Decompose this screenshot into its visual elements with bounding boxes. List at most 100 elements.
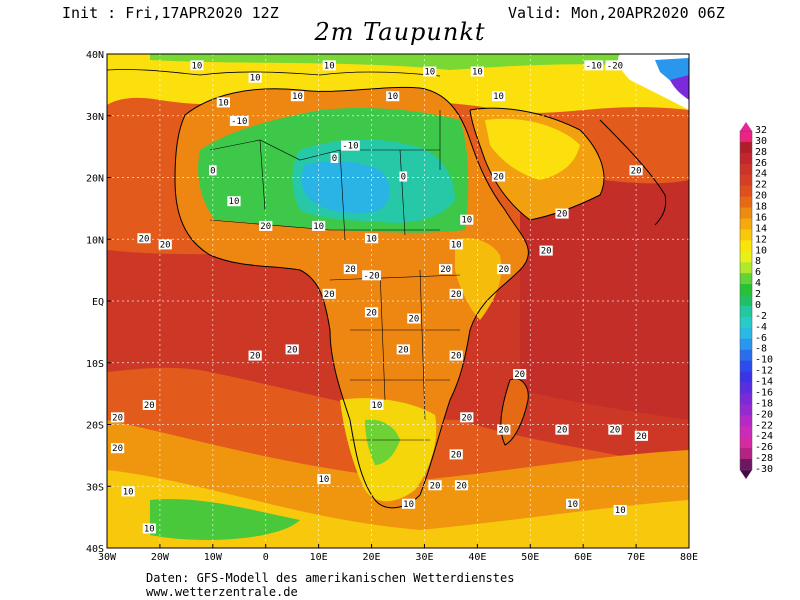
contour-label: 20 (398, 345, 409, 355)
contour-label: -10 (342, 142, 358, 152)
contour-label-bg (322, 60, 336, 71)
contour-label: 10 (123, 487, 134, 497)
contour-label-bg (584, 60, 604, 71)
contour-label-bg (370, 399, 384, 410)
colorbar-label: 14 (755, 223, 767, 234)
contour-label-bg (513, 369, 527, 380)
colorbar-label: 18 (755, 202, 767, 213)
colorbar-label: 4 (755, 278, 761, 289)
colorbar-label: 12 (755, 234, 767, 245)
lat-label: 10S (86, 359, 104, 370)
map-title: 2m Taupunkt (314, 18, 486, 46)
colorbar-swatch (740, 152, 752, 165)
contour-label-bg (460, 214, 474, 225)
contour-label-bg (497, 264, 511, 275)
contour-label: 20 (493, 173, 504, 183)
contour-label-bg (555, 208, 569, 219)
lon-label: 30W (98, 552, 117, 563)
colorbar-swatch (740, 273, 752, 285)
contour-label: 10 (493, 92, 504, 102)
colorbar-label: -12 (755, 366, 773, 377)
contour-label-bg (317, 474, 331, 485)
mediterranean-coastline (107, 69, 441, 77)
contour-label-bg (142, 523, 156, 534)
colorbar-swatch (740, 185, 752, 198)
contour-label-bg (449, 239, 463, 250)
graticule (107, 54, 689, 548)
colorbar-swatch (740, 404, 752, 416)
colorbar-swatch (740, 207, 752, 219)
contour-label: 10 (472, 68, 483, 78)
colorbar-label: 24 (755, 169, 767, 180)
colorbar-swatch (740, 262, 752, 274)
colorbar-label: -2 (755, 311, 767, 322)
contour-label: 20 (610, 426, 621, 436)
contour-label-bg (364, 307, 379, 318)
data-source: Daten: GFS-Modell des amerikanischen Wet… (146, 571, 515, 585)
contour-label: 10 (229, 197, 240, 207)
contour-label: 10 (319, 475, 330, 485)
colorbar-label: -22 (755, 420, 773, 431)
contour-label: 20 (250, 352, 261, 362)
colorbar-swatch (740, 327, 752, 340)
contour-label: 10 (192, 61, 203, 71)
colorbar-swatch (740, 382, 752, 394)
contour-label-bg (285, 344, 299, 355)
contour-label: 20 (456, 481, 467, 491)
contour-label-bg (340, 140, 360, 151)
contour-label: 0 (210, 166, 215, 176)
contour-label-bg (396, 344, 410, 355)
lat-label: 20S (86, 421, 104, 432)
contour-label: 10 (424, 68, 435, 78)
contour-label-bg (364, 233, 379, 244)
contour-label: 10 (461, 216, 472, 226)
contour-label: 20 (324, 290, 335, 300)
colorbar-label: -20 (755, 409, 773, 420)
lon-label: 40E (468, 552, 486, 563)
contour-label: 10 (313, 222, 324, 232)
colorbar-swatch (740, 196, 752, 209)
colorbar-label: -4 (755, 322, 767, 333)
lat-label: 40N (86, 50, 104, 61)
contour-label-bg (497, 424, 511, 435)
himalaya-purple (670, 75, 689, 100)
contour-label-bg (362, 270, 381, 281)
colorbar-label: 20 (755, 191, 767, 202)
colorbar-swatch (740, 316, 752, 329)
lat-label: EQ (92, 297, 104, 308)
contour-label: 20 (636, 432, 647, 442)
contour-label: 10 (144, 524, 155, 534)
colorbar-label: 28 (755, 147, 767, 158)
contour-label: 20 (408, 315, 419, 325)
contour-label: -20 (607, 61, 623, 71)
colorbar-swatch (740, 459, 752, 471)
valid-time: Valid: Mon,20APR2020 06Z (508, 4, 725, 22)
contour-label-bg (142, 399, 156, 410)
contour-label: 10 (324, 61, 335, 71)
colorbar-label: -6 (755, 333, 767, 344)
lat-label: 10N (86, 235, 104, 246)
colorbar: 32302826242220181614121086420-2-4-6-8-10… (739, 122, 773, 479)
madagascar-coastline (500, 378, 529, 446)
colorbar-swatch (740, 174, 752, 187)
contour-label: 20 (541, 247, 552, 257)
colorbar-swatch (740, 338, 752, 351)
contour-label: 20 (112, 444, 123, 454)
lon-label: 80E (680, 552, 698, 563)
colorbar-label: -10 (755, 355, 773, 366)
colorbar-swatch (740, 305, 752, 318)
website-credit: www.wetterzentrale.de (146, 585, 298, 599)
lat-label: 40S (86, 544, 104, 555)
colorbar-label: -30 (755, 464, 773, 475)
lon-label: 20E (363, 552, 381, 563)
contour-label-bg (428, 480, 442, 491)
contour-label: 10 (403, 500, 414, 510)
contour-label-bg (248, 350, 262, 361)
colorbar-label: 32 (755, 125, 767, 136)
lon-label: 50E (521, 552, 539, 563)
contour-label-bg (613, 504, 627, 515)
contour-label: 20 (287, 345, 298, 355)
contour-label: 20 (451, 290, 462, 300)
colorbar-swatch (740, 360, 752, 373)
